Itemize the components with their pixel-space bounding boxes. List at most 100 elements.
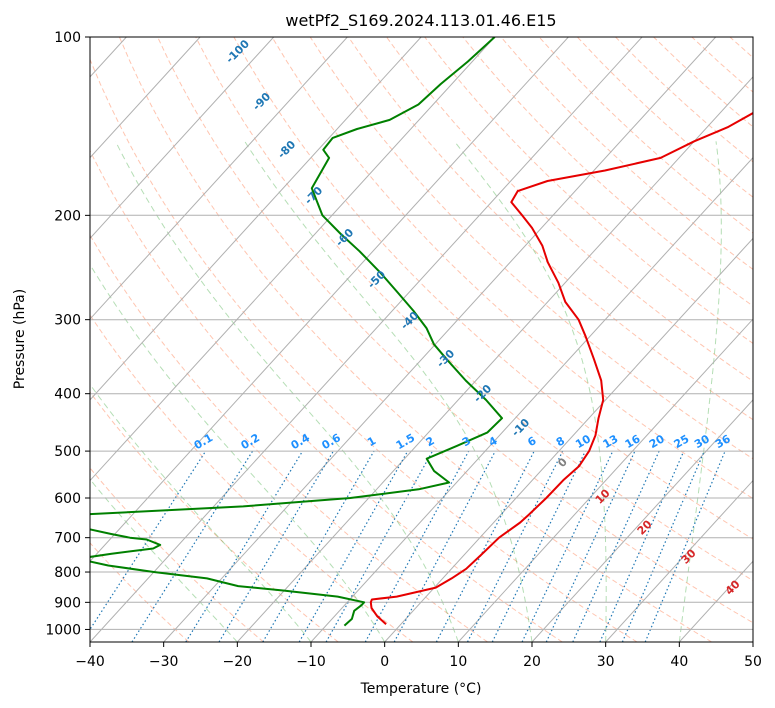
dry-adiabat xyxy=(729,37,753,59)
isotherm-line xyxy=(163,37,717,642)
pressure-grid xyxy=(90,36,753,630)
dewpoint-line xyxy=(90,37,503,627)
y-tick-label: 600 xyxy=(54,491,81,507)
x-tick-label: 50 xyxy=(744,654,762,670)
mixing-ratio-line xyxy=(521,450,614,642)
isotherm-line xyxy=(90,37,496,482)
y-tick-label: 500 xyxy=(54,444,81,460)
dry-adiabat xyxy=(157,37,753,624)
dry-adiabat xyxy=(90,391,339,642)
isotherm-line xyxy=(457,318,753,642)
isotherm-line xyxy=(90,37,275,240)
dry-adiabat xyxy=(691,37,753,93)
isotherm-label: -90 xyxy=(250,90,273,113)
x-tick-label: −40 xyxy=(75,654,105,670)
dry-adiabat xyxy=(90,313,414,642)
x-tick-label: 30 xyxy=(597,654,615,670)
mixing-ratio-label: 25 xyxy=(672,432,692,451)
isotherm-line xyxy=(90,37,422,401)
mixing-ratio-label: 20 xyxy=(647,432,667,451)
isotherm-label: -50 xyxy=(365,268,388,291)
mixing-ratio-line xyxy=(393,450,496,642)
x-tick-label: 0 xyxy=(380,654,389,670)
plot-frame xyxy=(89,36,754,643)
dry-adiabat xyxy=(90,542,190,642)
temperature-line xyxy=(369,111,753,625)
isotherm-line xyxy=(384,237,753,642)
y-tick-label: 100 xyxy=(54,30,81,46)
mixing-ratio-label: 3 xyxy=(460,434,473,449)
dry-adiabat xyxy=(271,37,753,500)
mixing-ratio-line xyxy=(325,450,434,642)
isotherm-label: -100 xyxy=(223,37,252,66)
mixing-ratio-line xyxy=(131,450,254,642)
dry-adiabat xyxy=(309,37,753,460)
background-lines xyxy=(90,37,775,642)
isotherm-line xyxy=(90,37,643,642)
mixing-ratio-line xyxy=(545,450,636,642)
dry-adiabat xyxy=(576,37,753,198)
isotherm-line xyxy=(605,479,753,642)
x-axis-label: Temperature (°C) xyxy=(360,681,482,697)
isotherm-line xyxy=(90,37,348,320)
isotherm-label: -20 xyxy=(471,382,494,405)
moist-adiabat-label: 10 xyxy=(593,486,613,506)
x-tick-label: −30 xyxy=(149,654,179,670)
mixing-ratio-line xyxy=(491,450,586,642)
mixing-ratio-line xyxy=(185,450,304,642)
dry-adiabat xyxy=(118,37,712,642)
y-axis-label: Pressure (hPa) xyxy=(12,289,28,389)
x-tick-label: −20 xyxy=(223,654,253,670)
mixing-ratio-line xyxy=(218,450,334,642)
moist-adiabat-label: 20 xyxy=(635,517,655,537)
y-tick-label: 700 xyxy=(54,531,81,547)
dry-adiabat xyxy=(653,37,753,128)
x-axis: −40 −30 −20 −10 0 10 20 30 40 50 xyxy=(75,642,762,670)
moist-adiabat-label: 40 xyxy=(723,577,743,597)
mixing-ratio-label: 8 xyxy=(554,434,567,449)
mixing-ratio-line xyxy=(599,450,685,642)
dry-adiabat xyxy=(90,149,563,642)
dry-adiabat xyxy=(424,37,753,344)
isotherm-label: -70 xyxy=(302,184,325,207)
y-tick-label: 1000 xyxy=(45,622,81,638)
dry-adiabat xyxy=(615,37,753,163)
mixing-ratio-line xyxy=(262,450,375,642)
isotherm-line xyxy=(90,37,569,562)
mixing-ratio-line xyxy=(572,450,660,642)
dry-adiabat xyxy=(768,37,775,642)
mixing-ratio-line xyxy=(466,450,564,642)
mixing-ratio-label: 1 xyxy=(365,434,378,449)
y-axis: 1000 900 800 700 600 500 400 300 200 100 xyxy=(45,30,90,638)
mixing-ratio-label: 0.4 xyxy=(289,431,313,452)
dry-adiabat xyxy=(386,37,753,382)
isotherm-line xyxy=(236,76,753,642)
isotherm-line xyxy=(752,641,753,642)
mixing-ratio-line xyxy=(621,450,705,642)
isotherm-line xyxy=(531,399,753,642)
x-tick-label: 10 xyxy=(449,654,467,670)
mixing-ratio-label: 16 xyxy=(623,432,643,451)
mixing-ratio-label: 36 xyxy=(713,432,733,451)
mixing-ratio-label: 6 xyxy=(525,434,538,449)
x-tick-label: −10 xyxy=(296,654,326,670)
chart-title: wetPf2_S169.2024.113.01.46.E15 xyxy=(285,11,556,31)
y-tick-label: 400 xyxy=(54,387,81,403)
mixing-ratio-line xyxy=(90,450,207,631)
y-tick-label: 200 xyxy=(54,208,81,224)
y-tick-label: 300 xyxy=(54,313,81,329)
mixing-ratio-label: 13 xyxy=(601,432,621,451)
moist-adiabat xyxy=(90,383,312,642)
moist-adiabat xyxy=(678,141,722,642)
isotherm-line xyxy=(90,37,201,159)
mixing-ratio-line xyxy=(644,450,726,642)
x-tick-label: 20 xyxy=(523,654,541,670)
isotherm-label: -80 xyxy=(275,138,298,161)
dry-adiabat xyxy=(90,58,638,642)
dry-adiabat xyxy=(195,37,753,582)
series-layer xyxy=(90,37,753,627)
mixing-ratio-line xyxy=(364,450,470,642)
isotherm-label: -40 xyxy=(398,309,421,332)
x-tick-label: 40 xyxy=(670,654,688,670)
